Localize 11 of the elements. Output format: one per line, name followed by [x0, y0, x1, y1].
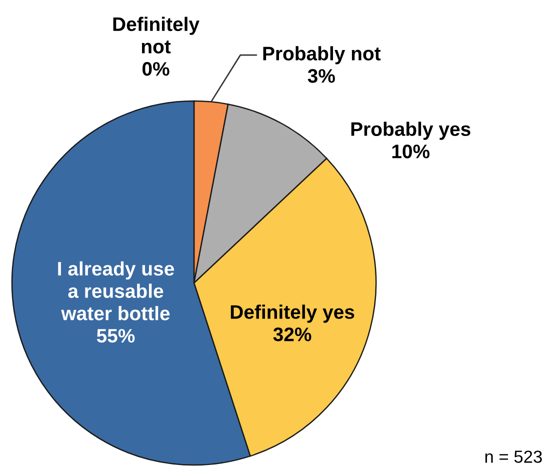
slice-label: Definitely yes [230, 304, 354, 323]
slice-label: I already use a reusable water bottle [58, 261, 174, 320]
slice-label: Probably yes [351, 122, 470, 140]
data-label: 3% [308, 69, 335, 83]
text: n = 523 [485, 450, 542, 463]
data-label: 10% [392, 144, 430, 158]
text: 0% [142, 62, 170, 76]
category-label: Definitely not [113, 16, 200, 54]
data-label: 55% [96, 328, 135, 343]
data-label: 32% [273, 327, 312, 342]
slice-label: Probably not [263, 46, 381, 64]
